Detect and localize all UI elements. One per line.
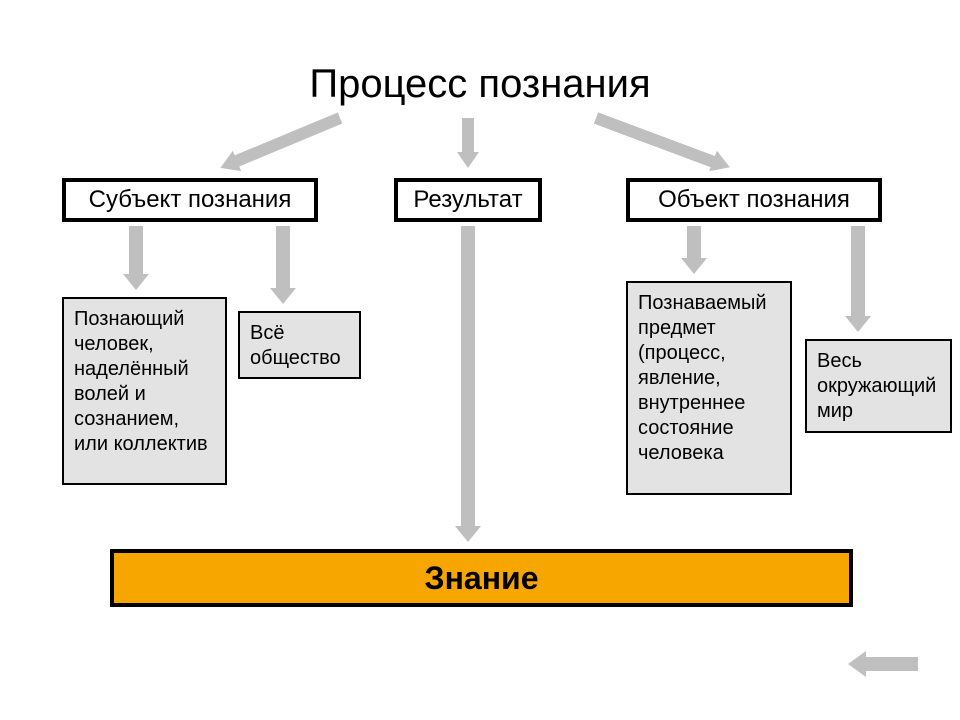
node-knowledge: Знание <box>110 549 853 607</box>
node-subject-a: Познающий человек, наделённый волей и со… <box>62 297 227 485</box>
node-object: Объект познания <box>626 178 882 222</box>
node-knowledge-label: Знание <box>425 560 539 597</box>
node-result-label: Результат <box>413 186 522 214</box>
node-subject-label: Субъект познания <box>89 186 292 214</box>
diagram-stage: Процесс познания Субъект познания Резуль… <box>0 0 960 720</box>
node-object-label: Объект познания <box>658 186 850 214</box>
node-subject-b: Всё общество <box>238 311 361 379</box>
diagram-title: Процесс познания <box>230 62 730 112</box>
node-result: Результат <box>394 178 542 222</box>
node-object-a-label: Познаваемый предмет (процесс, явление, в… <box>638 291 780 466</box>
node-subject-b-label: Всё общество <box>250 321 349 371</box>
node-object-a: Познаваемый предмет (процесс, явление, в… <box>626 281 792 495</box>
node-object-b: Весь окружающий мир <box>805 339 952 433</box>
node-object-b-label: Весь окружающий мир <box>817 349 940 424</box>
node-subject-a-label: Познающий человек, наделённый волей и со… <box>74 307 215 457</box>
node-subject: Субъект познания <box>62 178 318 222</box>
